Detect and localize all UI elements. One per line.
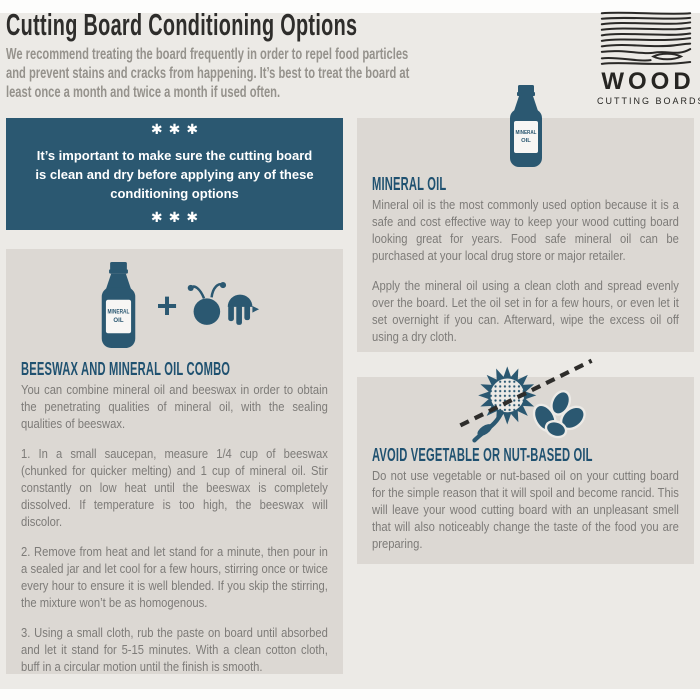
mineral-oil-bottle-icon: MINERAL OIL [89,261,148,354]
combo-heading: BEESWAX AND MINERAL OIL COMBO [21,359,328,381]
bottle-label-line1: MINERAL [108,309,130,315]
mineral-oil-heading-text: MINERAL OIL [372,174,447,194]
avoid-body: Do not use vegetable or nut-based oil on… [372,467,679,552]
logo-tagline: CUTTING BOARDS [597,96,700,106]
avoid-paragraph: Do not use vegetable or nut-based oil on… [372,468,679,551]
mineral-oil-panel: MINERAL OIL MINERAL OIL Mineral oil is t… [357,85,694,352]
no-sunflower-nuts-icon [451,356,601,451]
avoid-heading-text: AVOID VEGETABLE OR NUT-BASED OIL [372,445,593,465]
important-note-box: ✱✱✱ It’s important to make sure the cutt… [6,118,343,230]
intro-line: and prevent stains and cracks from happe… [6,65,566,84]
intro-line-text: least once a month and twice a month if … [6,84,281,101]
intro-paragraph: We recommend treating the board frequent… [6,46,566,103]
combo-paragraph: 1. In a small saucepan, measure 1/4 cup … [21,446,328,529]
plus-sign: + [156,285,178,326]
stars-divider-bottom: ✱✱✱ [150,209,205,226]
bottle-label-line2: OIL [114,317,124,323]
mineral-oil-body: Mineral oil is the most commonly used op… [372,196,679,345]
intro-line: We recommend treating the board frequent… [6,46,566,65]
combo-icon-row: MINERAL OIL + [21,261,328,354]
bottle-label-line1: MINERAL [515,130,536,136]
mineral-oil-paragraph: Mineral oil is the most commonly used op… [372,197,679,263]
intro-line-text: and prevent stains and cracks from happe… [6,65,410,82]
combo-heading-text: BEESWAX AND MINERAL OIL COMBO [21,359,231,379]
beeswax-combo-panel: MINERAL OIL + BEESWAX AND MINERAL OIL CO… [6,249,343,674]
mineral-oil-bottle-icon: MINERAL OIL [498,84,554,173]
brand-logo: WOOD CUTTING BOARDS [597,10,700,106]
page-title-text: Cutting Board Conditioning Options [6,7,358,42]
intro-line: least once a month and twice a month if … [6,84,566,103]
mineral-oil-heading: MINERAL OIL [372,174,679,196]
note-line-text: conditioning options [110,185,239,201]
logo-wordmark: WOOD [601,68,695,95]
stars-divider-top: ✱✱✱ [150,121,205,138]
mineral-oil-paragraph: Apply the mineral oil using a clean clot… [372,278,679,344]
bottle-label-line2: OIL [521,138,531,144]
bee-icon [186,279,260,336]
combo-paragraph: 2. Remove from heat and let stand for a … [21,544,328,610]
intro-line-text: We recommend treating the board frequent… [6,46,409,63]
avoid-oil-panel: AVOID VEGETABLE OR NUT-BASED OIL Do not … [357,358,694,564]
note-message: It’s important to make sure the cutting … [35,146,313,203]
avoid-heading: AVOID VEGETABLE OR NUT-BASED OIL [372,445,679,467]
combo-paragraph: You can combine mineral oil and beeswax … [21,382,328,431]
page-title: Cutting Board Conditioning Options [6,6,555,43]
note-line-text: It’s important to make sure the cutting … [36,147,313,163]
combo-paragraph: 3. Using a small cloth, rub the paste on… [21,625,328,674]
note-line-text: is clean and dry before applying any of … [35,166,314,182]
combo-body: You can combine mineral oil and beeswax … [21,381,328,675]
wood-grain-icon [597,10,695,68]
